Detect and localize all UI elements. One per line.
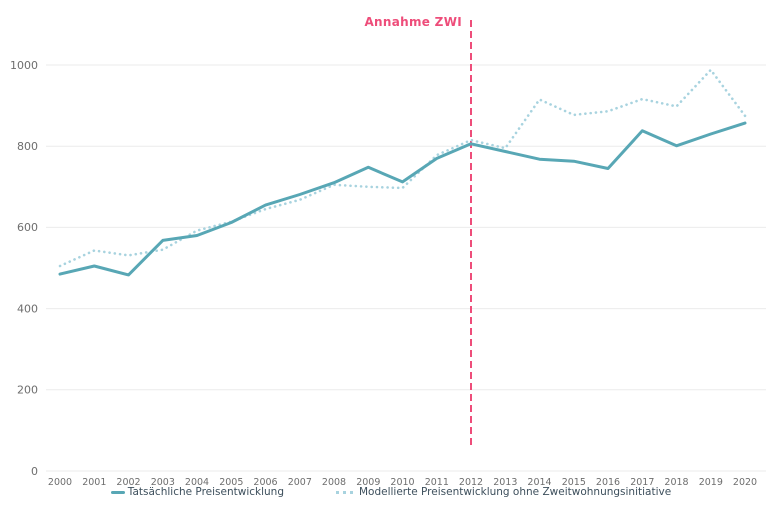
chart-legend: Tatsächliche Preisentwicklung Modelliert… xyxy=(0,486,782,498)
x-tick-label: 2004 xyxy=(185,477,209,488)
x-tick-label: 2014 xyxy=(527,477,551,488)
x-tick-label: 2018 xyxy=(664,477,688,488)
x-tick-label: 2012 xyxy=(459,477,483,488)
legend-item-actual: Tatsächliche Preisentwicklung xyxy=(110,486,284,498)
dotted-line-swatch-icon xyxy=(335,490,353,494)
y-tick-label: 200 xyxy=(17,384,38,397)
annahme-zwi-annotation: Annahme ZWI xyxy=(364,15,462,29)
legend-label-actual: Tatsächliche Preisentwicklung xyxy=(127,486,284,498)
x-tick-label: 2020 xyxy=(733,477,757,488)
y-tick-label: 600 xyxy=(17,221,38,234)
x-tick-label: 2007 xyxy=(288,477,312,488)
solid-line-swatch-icon xyxy=(110,490,125,494)
y-tick-label: 400 xyxy=(17,302,38,315)
x-tick-label: 2010 xyxy=(390,477,414,488)
x-tick-label: 2013 xyxy=(493,477,517,488)
x-tick-label: 2019 xyxy=(699,477,723,488)
x-tick-label: 2006 xyxy=(253,477,277,488)
x-tick-label: 2015 xyxy=(562,477,586,488)
x-tick-label: 2008 xyxy=(322,477,346,488)
y-tick-label: 0 xyxy=(31,465,38,478)
x-tick-label: 2005 xyxy=(219,477,243,488)
y-tick-label: 1000 xyxy=(10,59,38,72)
x-tick-label: 2011 xyxy=(425,477,449,488)
y-tick-label: 800 xyxy=(17,140,38,153)
x-tick-label: 2017 xyxy=(630,477,654,488)
actual-price-line xyxy=(58,121,747,277)
x-tick-label: 2002 xyxy=(116,477,140,488)
x-tick-label: 2003 xyxy=(151,477,175,488)
x-tick-label: 2016 xyxy=(596,477,620,488)
modeled-price-line xyxy=(58,68,747,268)
x-tick-label: 2009 xyxy=(356,477,380,488)
legend-label-modeled: Modellierte Preisentwicklung ohne Zweitw… xyxy=(358,486,672,498)
x-tick-label: 2000 xyxy=(48,477,72,488)
legend-item-modeled: Modellierte Preisentwicklung ohne Zweitw… xyxy=(335,486,672,498)
x-tick-label: 2001 xyxy=(82,477,106,488)
